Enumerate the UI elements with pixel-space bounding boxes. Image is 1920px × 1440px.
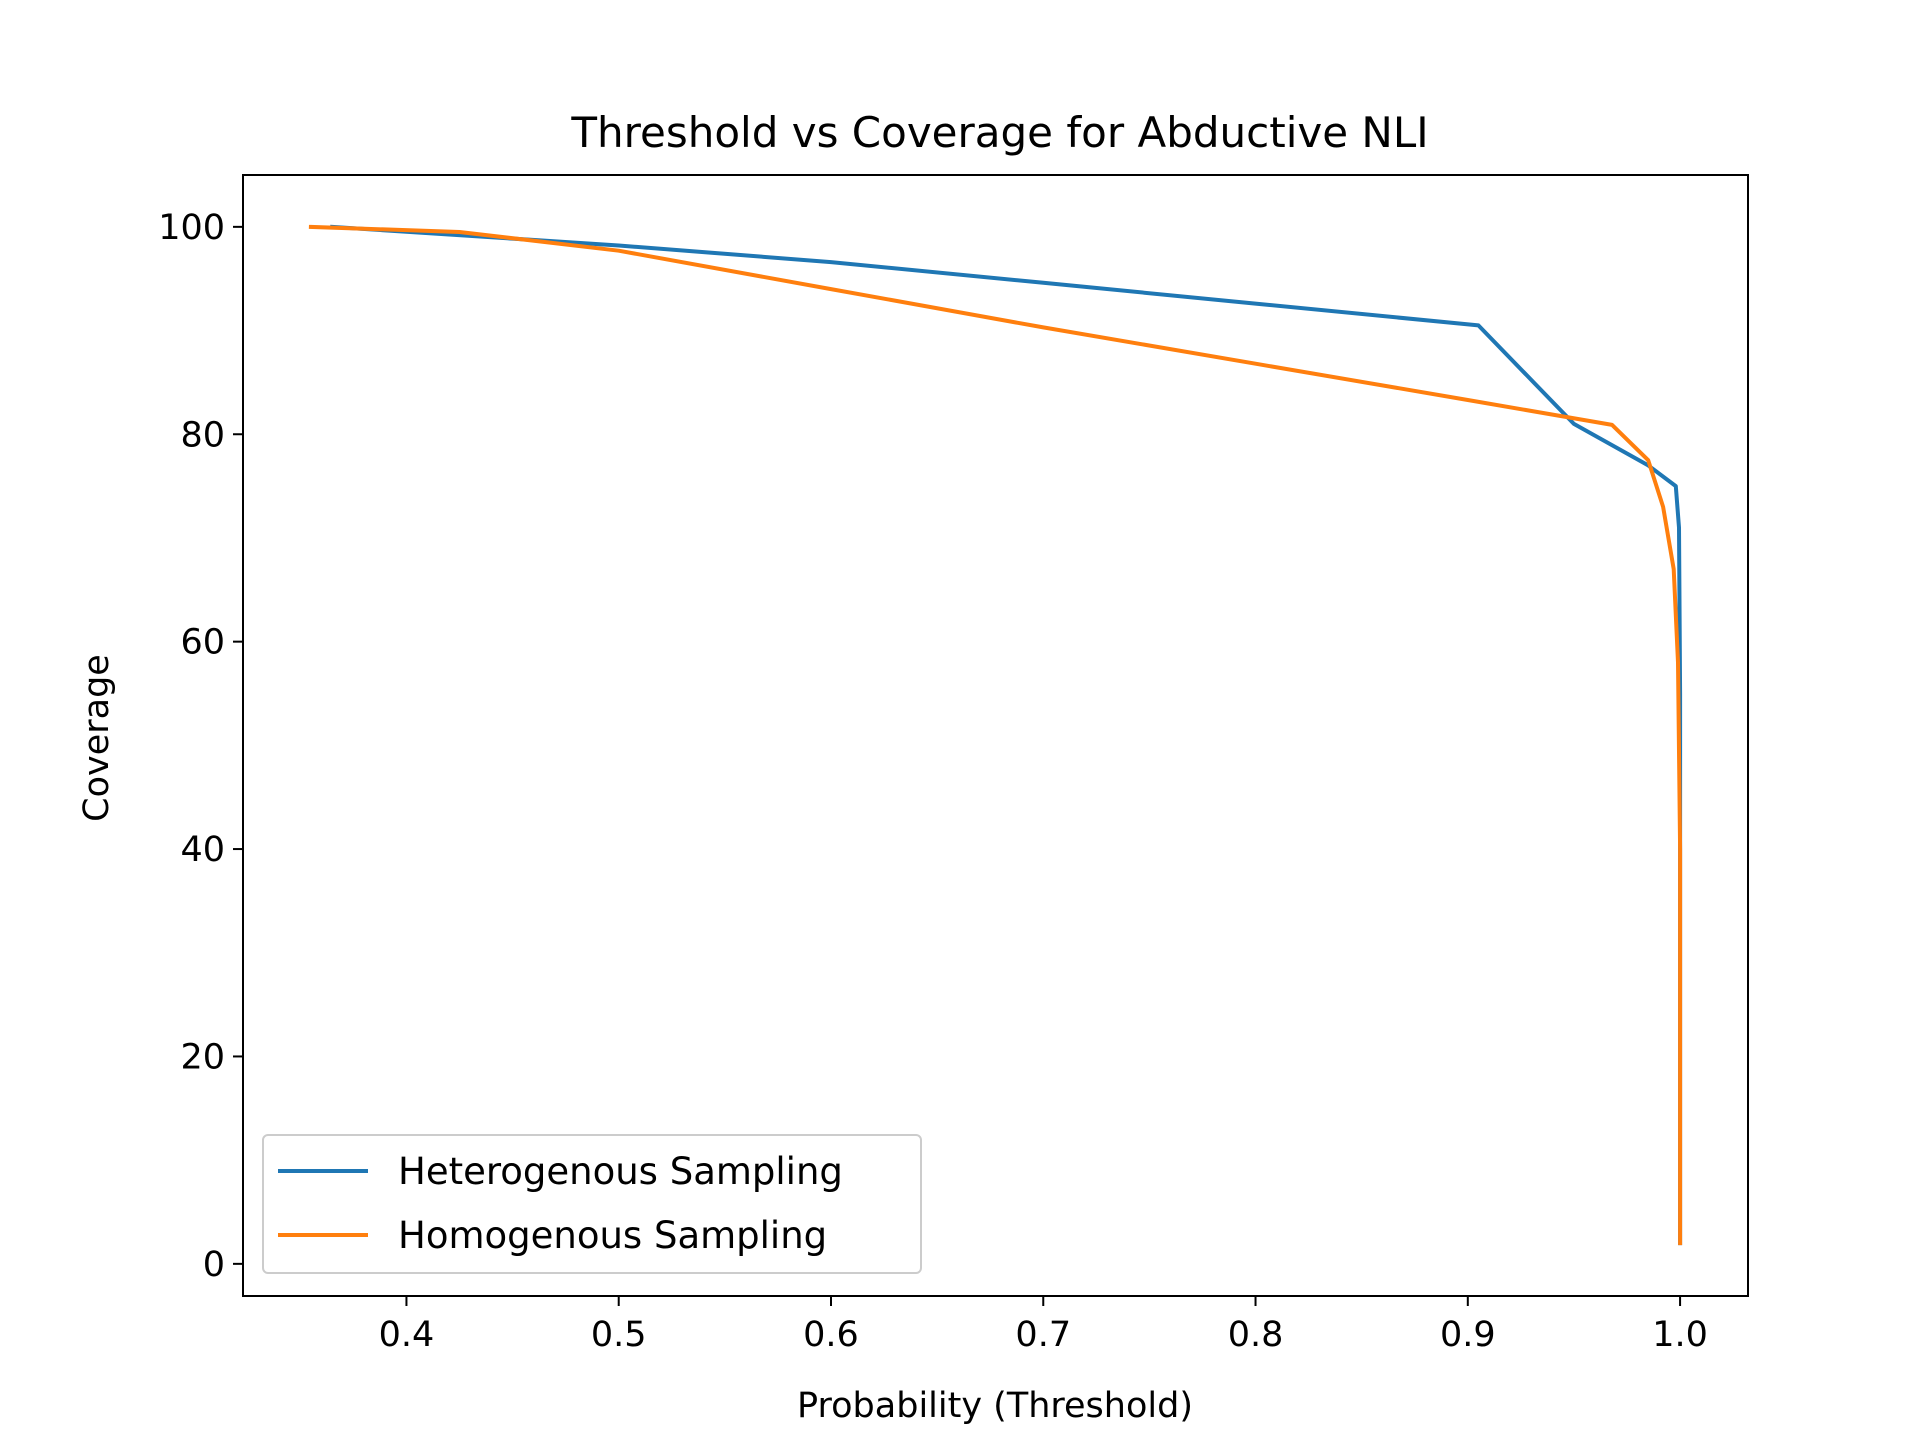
legend-box <box>262 1134 922 1274</box>
x-tick-label: 0.7 <box>1015 1315 1071 1355</box>
chart-title: Threshold vs Coverage for Abductive NLI <box>570 108 1428 157</box>
y-tick-label: 60 <box>180 623 225 663</box>
x-tick-label: 1.0 <box>1652 1315 1708 1355</box>
legend-label-heterogenous: Heterogenous Sampling <box>398 1150 843 1193</box>
x-axis: 0.4 0.5 0.6 0.7 0.8 0.9 1.0 <box>379 1296 1708 1355</box>
x-tick-label: 0.6 <box>803 1315 859 1355</box>
y-tick-label: 40 <box>180 830 225 870</box>
y-tick-label: 100 <box>158 208 225 248</box>
y-tick-label: 0 <box>203 1245 225 1285</box>
series-layer <box>308 224 1683 1246</box>
x-tick-label: 0.4 <box>379 1315 435 1355</box>
y-tick-label: 20 <box>180 1037 225 1077</box>
legend: Heterogenous Sampling Homogenous Samplin… <box>262 1134 922 1274</box>
series-line-homogenous <box>308 224 1683 1246</box>
x-axis-label: Probability (Threshold) <box>797 1386 1193 1426</box>
legend-label-homogenous: Homogenous Sampling <box>398 1214 827 1257</box>
x-tick-label: 0.8 <box>1228 1315 1284 1355</box>
y-axis-label: Coverage <box>77 654 117 822</box>
y-tick-label: 80 <box>180 415 225 455</box>
plot-frame <box>242 174 1749 1297</box>
y-axis: 0 20 40 60 80 100 <box>158 208 243 1285</box>
x-tick-label: 0.5 <box>591 1315 647 1355</box>
x-tick-label: 0.9 <box>1440 1315 1496 1355</box>
